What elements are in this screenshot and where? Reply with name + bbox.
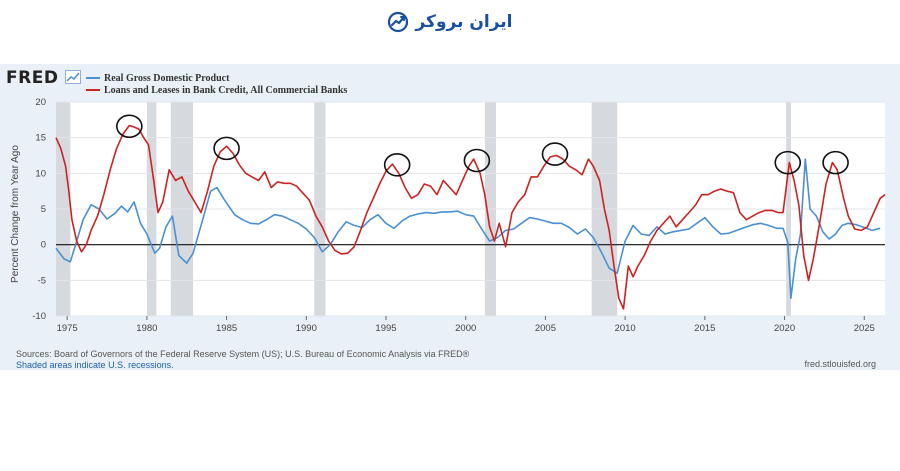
chart-legend: Real Gross Domestic Product Loans and Le… [86,72,347,96]
x-tick-label: 2015 [694,323,715,334]
y-tick-label: -5 [38,275,46,286]
legend-swatch-gdp [86,77,100,79]
x-tick-label: 2010 [615,323,636,334]
recession-note: Shaded areas indicate U.S. recessions. [16,360,174,370]
x-tick-label: 1975 [57,323,78,334]
annotation-circle [822,150,849,175]
brand-header: ایران بروکر [0,8,900,36]
x-tick-label: 1985 [216,323,237,334]
x-tick-label: 1980 [136,323,157,334]
y-tick-label: 15 [35,133,46,144]
fred-logo-text: FRED [6,68,59,88]
legend-label-gdp: Real Gross Domestic Product [104,72,230,84]
annotation-circle [383,152,411,177]
y-tick-label: -10 [32,311,46,322]
x-tick-label: 1995 [375,323,396,334]
chart-footer: Sources: Board of Governors of the Feder… [16,349,469,371]
fred-logo[interactable]: FRED [6,68,81,88]
x-tick-label: 2000 [455,323,476,334]
trend-up-logo-icon [388,11,409,33]
y-tick-label: 10 [35,168,46,179]
annotation-circle [116,114,143,139]
annotation-circle [541,142,569,166]
annotation-circle [774,150,802,175]
legend-swatch-loans [86,89,100,91]
legend-item-loans: Loans and Leases in Bank Credit, All Com… [86,84,347,96]
legend-item-gdp: Real Gross Domestic Product [86,72,347,84]
legend-label-loans: Loans and Leases in Bank Credit, All Com… [104,84,348,96]
series-line-gdp [55,158,881,299]
y-tick-label: 0 [41,240,46,251]
fred-line-chart-icon [64,70,81,84]
y-tick-label: 5 [41,204,46,215]
y-axis-title: Percent Change from Year Ago [10,145,21,283]
x-tick-label: 1990 [296,323,317,334]
series-line-loans [55,124,886,310]
x-tick-label: 2025 [854,323,875,334]
annotation-circle [463,148,491,173]
x-tick-label: 2020 [774,323,795,334]
sources-note: Sources: Board of Governors of the Feder… [16,349,470,359]
y-tick-label: 20 [35,97,46,108]
fred-url[interactable]: fred.stlouisfed.org [804,359,876,369]
x-tick-label: 2005 [535,323,556,334]
brand-name: ایران بروکر [415,12,513,32]
annotation-circle [213,136,240,161]
